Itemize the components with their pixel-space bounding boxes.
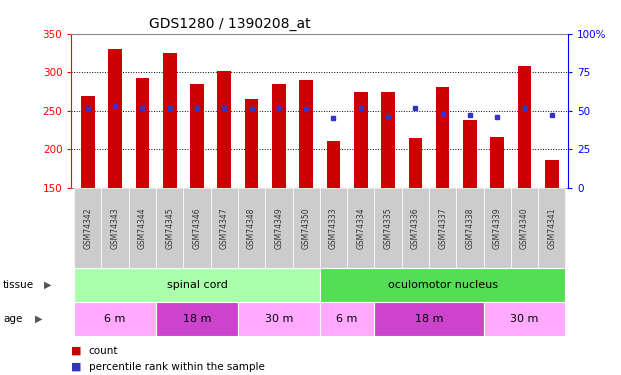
Text: 30 m: 30 m xyxy=(265,314,293,324)
Bar xyxy=(436,87,450,188)
Text: GSM74334: GSM74334 xyxy=(356,207,365,249)
Text: oculomotor nucleus: oculomotor nucleus xyxy=(388,280,497,290)
Bar xyxy=(108,49,122,188)
Text: GSM74347: GSM74347 xyxy=(220,207,229,249)
Bar xyxy=(81,96,94,188)
Text: GSM74345: GSM74345 xyxy=(165,207,174,249)
Text: GDS1280 / 1390208_at: GDS1280 / 1390208_at xyxy=(149,17,310,31)
Bar xyxy=(163,53,176,188)
Bar xyxy=(463,120,477,188)
Text: GSM74343: GSM74343 xyxy=(111,207,120,249)
Text: 18 m: 18 m xyxy=(183,314,211,324)
Text: ▶: ▶ xyxy=(44,280,52,290)
Text: ■: ■ xyxy=(71,346,82,355)
Bar xyxy=(409,138,422,188)
Text: spinal cord: spinal cord xyxy=(166,280,227,290)
Text: GSM74346: GSM74346 xyxy=(193,207,201,249)
Bar xyxy=(190,84,204,188)
Text: count: count xyxy=(89,346,119,355)
Text: tissue: tissue xyxy=(3,280,34,290)
Bar xyxy=(545,160,559,188)
Text: ▶: ▶ xyxy=(35,314,43,324)
Text: GSM74338: GSM74338 xyxy=(466,207,474,249)
Text: 30 m: 30 m xyxy=(510,314,539,324)
Text: percentile rank within the sample: percentile rank within the sample xyxy=(89,362,265,372)
Bar xyxy=(327,141,340,188)
Text: GSM74333: GSM74333 xyxy=(329,207,338,249)
Bar xyxy=(518,66,532,188)
Text: 6 m: 6 m xyxy=(337,314,358,324)
Bar xyxy=(381,92,395,188)
Text: GSM74336: GSM74336 xyxy=(411,207,420,249)
Bar xyxy=(491,137,504,188)
Bar xyxy=(354,92,368,188)
Text: GSM74335: GSM74335 xyxy=(384,207,392,249)
Text: ■: ■ xyxy=(71,362,82,372)
Text: GSM74342: GSM74342 xyxy=(83,207,93,249)
Text: GSM74349: GSM74349 xyxy=(274,207,283,249)
Bar xyxy=(217,70,231,188)
Bar xyxy=(299,80,313,188)
Text: GSM74340: GSM74340 xyxy=(520,207,529,249)
Bar xyxy=(245,99,258,188)
Text: GSM74339: GSM74339 xyxy=(492,207,502,249)
Text: GSM74341: GSM74341 xyxy=(547,207,556,249)
Text: GSM74344: GSM74344 xyxy=(138,207,147,249)
Bar xyxy=(272,84,286,188)
Text: age: age xyxy=(3,314,22,324)
Text: GSM74350: GSM74350 xyxy=(302,207,310,249)
Text: GSM74337: GSM74337 xyxy=(438,207,447,249)
Text: 18 m: 18 m xyxy=(415,314,443,324)
Bar xyxy=(135,78,149,188)
Text: 6 m: 6 m xyxy=(104,314,126,324)
Text: GSM74348: GSM74348 xyxy=(247,207,256,249)
